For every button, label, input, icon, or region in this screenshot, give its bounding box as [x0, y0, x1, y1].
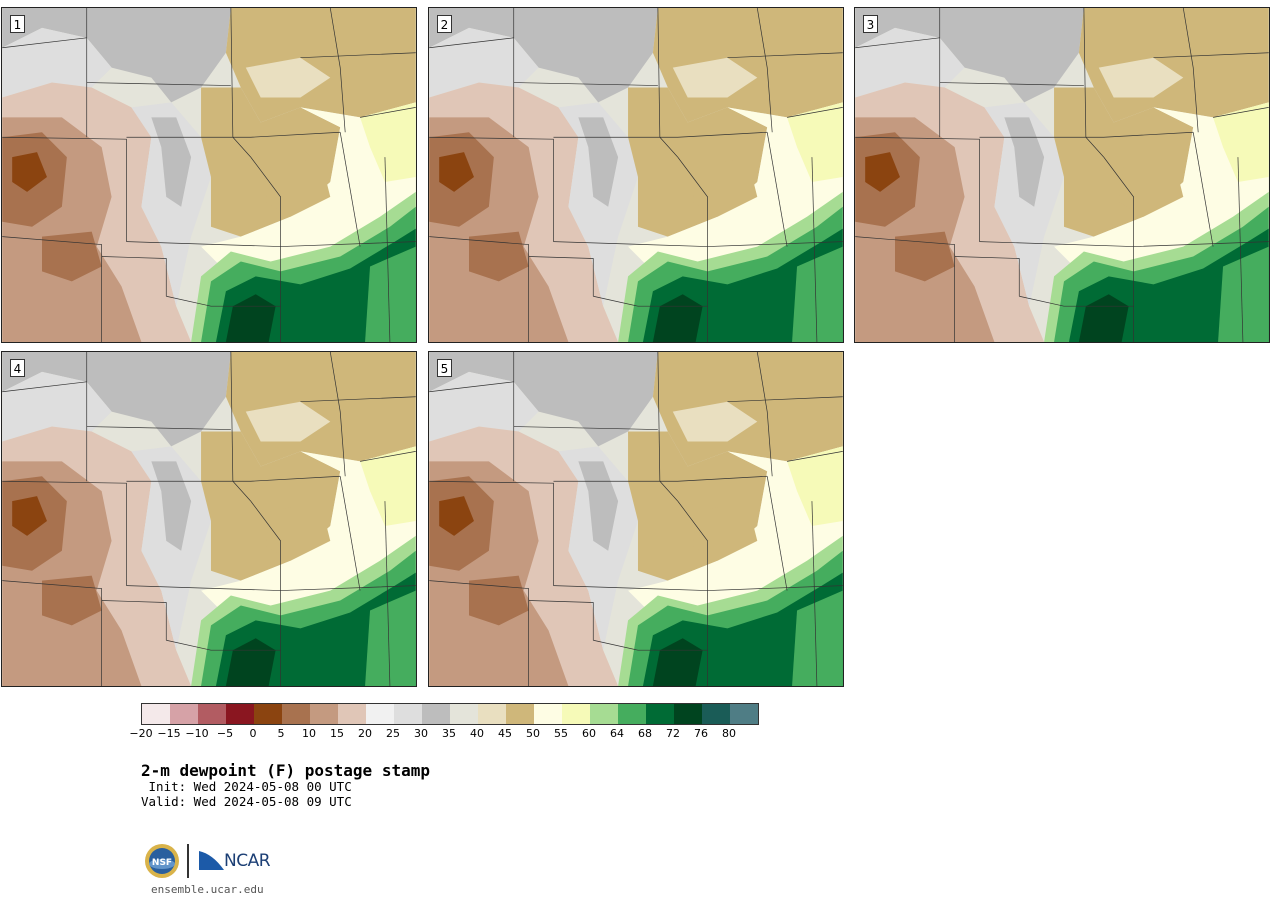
colorbar-tick-label: −15 [157, 727, 181, 740]
colorbar-swatch [702, 704, 730, 724]
colorbar-swatch [422, 704, 450, 724]
colorbar-swatch [198, 704, 226, 724]
colorbar-tick-label: 80 [722, 727, 736, 740]
panel-number: 5 [437, 359, 452, 377]
colorbar-tick-label: 15 [330, 727, 344, 740]
colorbar-swatch [450, 704, 478, 724]
colorbar-tick-label: 0 [249, 727, 257, 740]
colorbar-swatch [226, 704, 254, 724]
panel-number: 1 [10, 15, 25, 33]
colorbar-swatch [338, 704, 366, 724]
colorbar [141, 703, 759, 725]
colorbar-swatch [562, 704, 590, 724]
colorbar-tick-label: −5 [216, 727, 234, 740]
forecast-panel-2: 2 [428, 7, 844, 343]
colorbar-swatch [674, 704, 702, 724]
logo-divider [187, 844, 189, 878]
colorbar-swatch [366, 704, 394, 724]
chart-title: 2-m dewpoint (F) postage stamp [141, 761, 430, 780]
colorbar-tick-label: 30 [414, 727, 428, 740]
nsf-logo: NSF [145, 844, 179, 878]
colorbar-tick-label: 40 [470, 727, 484, 740]
colorbar-tick-label: 55 [554, 727, 568, 740]
colorbar-swatch [534, 704, 562, 724]
forecast-panel-4: 4 [1, 351, 417, 687]
colorbar-swatch [646, 704, 674, 724]
forecast-panel-5: 5 [428, 351, 844, 687]
colorbar-swatch [254, 704, 282, 724]
panel-number: 4 [10, 359, 25, 377]
nsf-logo-text: NSF [152, 858, 172, 868]
ncar-mark-icon [199, 851, 224, 870]
colorbar-swatch [310, 704, 338, 724]
colorbar-tick-label: 35 [442, 727, 456, 740]
colorbar-tick-label: 72 [666, 727, 680, 740]
colorbar-tick-label: 64 [610, 727, 624, 740]
dewpoint-map [2, 352, 416, 686]
colorbar-swatch [590, 704, 618, 724]
dewpoint-map [429, 352, 843, 686]
colorbar-tick-label: 20 [358, 727, 372, 740]
colorbar-tick-label: 68 [638, 727, 652, 740]
colorbar-tick-label: 5 [277, 727, 285, 740]
colorbar-tick-label: 25 [386, 727, 400, 740]
dewpoint-map [2, 8, 416, 342]
ncar-logo-text: NCAR [224, 851, 271, 871]
colorbar-swatch [506, 704, 534, 724]
colorbar-tick-label: 76 [694, 727, 708, 740]
colorbar-tick-label: −10 [185, 727, 209, 740]
colorbar-tick-label: 60 [582, 727, 596, 740]
colorbar-swatch [170, 704, 198, 724]
forecast-panel-3: 3 [854, 7, 1270, 343]
panel-number: 3 [863, 15, 878, 33]
forecast-panel-1: 1 [1, 7, 417, 343]
colorbar-tick-label: 10 [302, 727, 316, 740]
colorbar-swatch [730, 704, 758, 724]
logos: NSF NCAR [144, 843, 284, 881]
colorbar-swatch [394, 704, 422, 724]
website-url: ensemble.ucar.edu [151, 883, 264, 896]
colorbar-swatch [142, 704, 170, 724]
init-time: Init: Wed 2024-05-08 00 UTC [141, 779, 352, 794]
colorbar-tick-label: −20 [129, 727, 153, 740]
colorbar-swatch [618, 704, 646, 724]
dewpoint-map [855, 8, 1269, 342]
valid-time: Valid: Wed 2024-05-08 09 UTC [141, 794, 352, 809]
colorbar-swatch [282, 704, 310, 724]
colorbar-tick-label: 45 [498, 727, 512, 740]
colorbar-swatch [478, 704, 506, 724]
colorbar-ticks: −20 −15 −10 −5 0 5 10 15 20 25 30 35 40 45 50 55 60 64 68 7… [129, 727, 761, 743]
colorbar-tick-label: 50 [526, 727, 540, 740]
dewpoint-map [429, 8, 843, 342]
panel-number: 2 [437, 15, 452, 33]
